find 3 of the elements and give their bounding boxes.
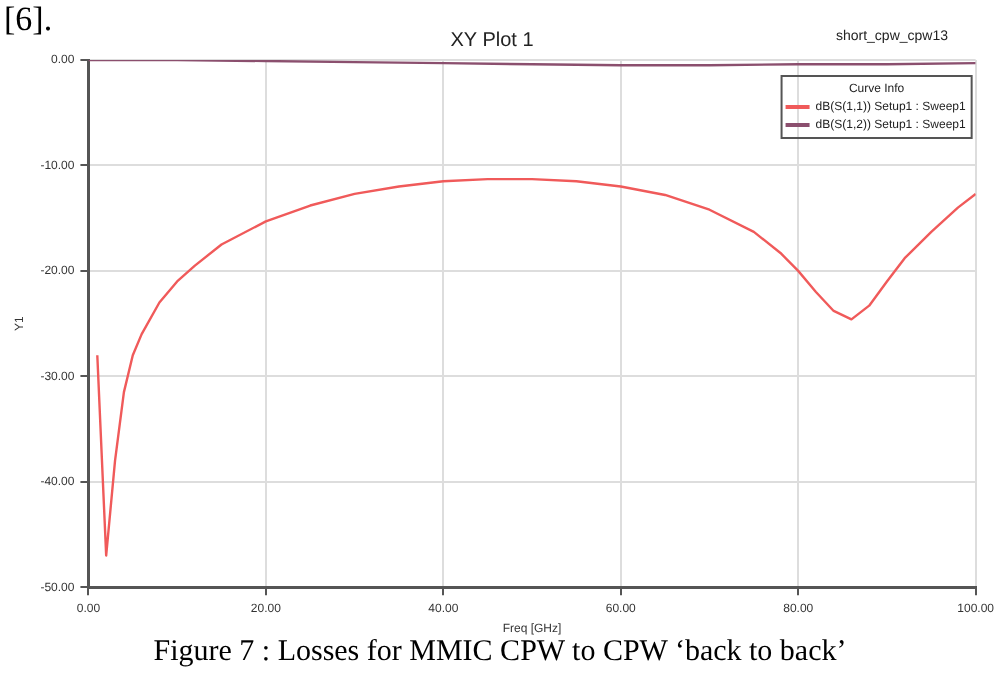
text: [6].: [4, 0, 53, 38]
caption: Figure 7 : Losses for MMIC CPW to CPW ‘back to back’: [151, 636, 849, 670]
chart-title: XY Plot 1: [450, 29, 535, 52]
